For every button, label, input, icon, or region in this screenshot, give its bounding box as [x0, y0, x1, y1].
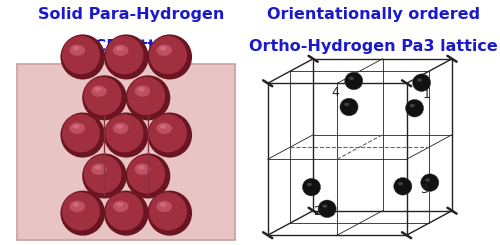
- Ellipse shape: [113, 201, 128, 212]
- Circle shape: [128, 77, 165, 115]
- Ellipse shape: [91, 164, 106, 175]
- Circle shape: [149, 36, 187, 74]
- Circle shape: [128, 155, 165, 193]
- Circle shape: [148, 191, 192, 236]
- Circle shape: [82, 75, 127, 120]
- Ellipse shape: [160, 46, 166, 51]
- Circle shape: [406, 99, 423, 117]
- Ellipse shape: [116, 124, 123, 129]
- Ellipse shape: [156, 45, 172, 56]
- Circle shape: [148, 112, 192, 158]
- Ellipse shape: [72, 124, 80, 129]
- Circle shape: [394, 178, 412, 195]
- Circle shape: [148, 34, 192, 79]
- Text: 1: 1: [422, 88, 430, 101]
- Circle shape: [106, 192, 144, 231]
- Circle shape: [126, 75, 170, 120]
- Text: 3: 3: [420, 183, 428, 196]
- Ellipse shape: [116, 202, 123, 207]
- Circle shape: [344, 72, 363, 90]
- Circle shape: [62, 114, 100, 152]
- Ellipse shape: [425, 178, 430, 182]
- Circle shape: [420, 174, 439, 191]
- Circle shape: [84, 155, 122, 193]
- Circle shape: [84, 77, 122, 115]
- Circle shape: [104, 191, 148, 236]
- Circle shape: [62, 192, 100, 231]
- Text: 2: 2: [313, 205, 320, 218]
- Ellipse shape: [134, 164, 150, 175]
- Ellipse shape: [160, 202, 166, 207]
- Circle shape: [126, 153, 170, 198]
- Circle shape: [340, 98, 358, 116]
- Text: HCP lattice: HCP lattice: [81, 39, 181, 54]
- Circle shape: [412, 74, 430, 91]
- Circle shape: [82, 153, 127, 198]
- Circle shape: [106, 114, 144, 152]
- Circle shape: [149, 192, 187, 231]
- Ellipse shape: [94, 165, 101, 170]
- Ellipse shape: [138, 165, 144, 170]
- Circle shape: [149, 114, 187, 152]
- Text: Ortho-Hydrogen Pa3 lattice: Ortho-Hydrogen Pa3 lattice: [250, 39, 498, 54]
- Ellipse shape: [349, 77, 354, 80]
- Ellipse shape: [113, 123, 128, 134]
- Ellipse shape: [156, 201, 172, 212]
- Ellipse shape: [306, 183, 312, 186]
- Ellipse shape: [134, 86, 150, 97]
- Ellipse shape: [94, 87, 101, 92]
- Text: Orientationally ordered: Orientationally ordered: [267, 7, 480, 22]
- Ellipse shape: [417, 78, 422, 82]
- Circle shape: [106, 36, 144, 74]
- Ellipse shape: [70, 123, 85, 134]
- Ellipse shape: [70, 45, 85, 56]
- Ellipse shape: [116, 46, 123, 51]
- Ellipse shape: [72, 46, 80, 51]
- Ellipse shape: [398, 182, 403, 185]
- Ellipse shape: [113, 45, 128, 56]
- Ellipse shape: [91, 86, 106, 97]
- Circle shape: [60, 34, 105, 79]
- Ellipse shape: [70, 201, 85, 212]
- Circle shape: [302, 178, 320, 196]
- Circle shape: [62, 36, 100, 74]
- Ellipse shape: [344, 103, 349, 106]
- Ellipse shape: [138, 87, 144, 92]
- Circle shape: [60, 191, 105, 236]
- Circle shape: [104, 34, 148, 79]
- Ellipse shape: [160, 124, 166, 129]
- Circle shape: [104, 112, 148, 158]
- Text: 4: 4: [331, 86, 339, 99]
- Ellipse shape: [322, 205, 328, 208]
- Circle shape: [318, 200, 336, 218]
- Circle shape: [60, 112, 105, 158]
- Ellipse shape: [156, 123, 172, 134]
- Text: Solid Para-Hydrogen: Solid Para-Hydrogen: [38, 7, 224, 22]
- FancyBboxPatch shape: [17, 64, 235, 240]
- Ellipse shape: [410, 104, 415, 107]
- Ellipse shape: [72, 202, 80, 207]
